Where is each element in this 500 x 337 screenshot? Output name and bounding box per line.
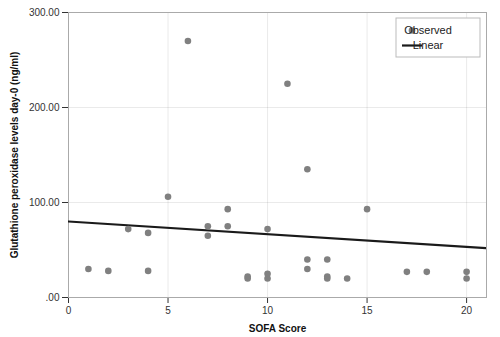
svg-text:200.00: 200.00 [29,102,60,113]
svg-text:20: 20 [461,305,473,316]
svg-text:100.00: 100.00 [29,197,60,208]
svg-text:.00: .00 [46,292,60,303]
svg-text:Glutathione peroxidase levels: Glutathione peroxidase levels day-0 (ng/… [9,52,20,259]
svg-text:SOFA Score: SOFA Score [249,323,307,334]
svg-text:Observed: Observed [404,24,452,36]
svg-text:15: 15 [362,305,374,316]
svg-text:0: 0 [66,305,72,316]
svg-text:Linear: Linear [413,39,444,51]
svg-text:300.00: 300.00 [29,7,60,18]
svg-text:5: 5 [165,305,171,316]
svg-text:10: 10 [262,305,274,316]
